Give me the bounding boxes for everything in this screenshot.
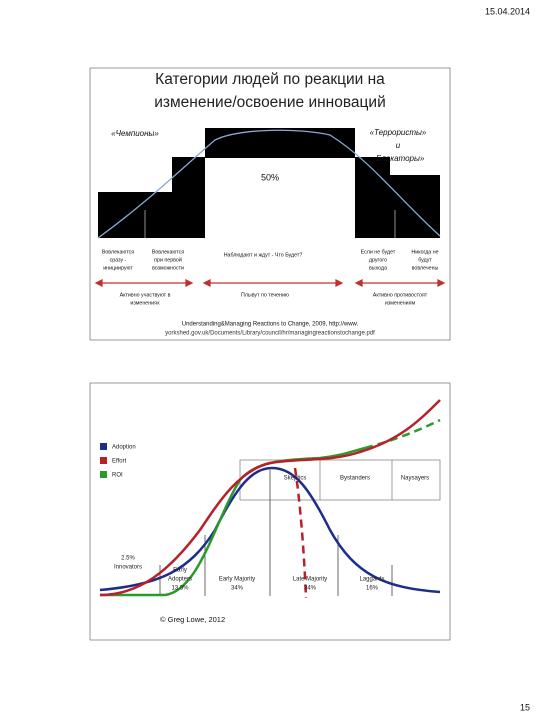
group: при первой: [154, 256, 182, 263]
segment-label: Skeptics: [284, 476, 307, 482]
champions: «Чемпионы»: [111, 129, 159, 138]
phase-label: Late Majority: [293, 577, 327, 583]
page-number: 15: [520, 702, 530, 712]
segment-lines: [159, 459, 441, 596]
terrorists: и: [396, 141, 401, 150]
roi-forecast: [364, 418, 441, 450]
group: инициируют: [103, 265, 133, 271]
source: Understanding&Managing Reactions to Chan…: [182, 322, 359, 328]
adoption-curve: [99, 466, 441, 594]
phase-label: 2.5%: [121, 556, 135, 562]
group: другого: [369, 257, 387, 263]
arrows: [94, 279, 446, 287]
legend-swatch: [100, 471, 107, 478]
role: Активно участвуют в: [120, 292, 171, 298]
group: сразу -: [110, 257, 127, 263]
group: Никогда не: [411, 249, 438, 255]
group: Если не будет: [361, 249, 396, 255]
source: yorkshed.gov.uk/Documents/Library/counci…: [165, 331, 375, 337]
group: вовлечены: [412, 265, 439, 271]
date: 15.04.2014: [485, 6, 530, 16]
center-share: 50%: [261, 172, 279, 182]
legend-swatch: [100, 443, 107, 450]
slide-1: Категории людей по реакции на изменение/…: [89, 67, 451, 341]
phase-label: Early: [173, 568, 187, 574]
role: изменениях: [130, 300, 160, 306]
role: Активно противостоят: [373, 292, 428, 298]
phase-label: 13.5%: [171, 586, 189, 592]
slide-title: изменение/освоение инноваций: [154, 94, 385, 111]
effort-curve: [99, 399, 441, 597]
copyright: © Greg Lowe, 2012: [160, 615, 225, 624]
blocks: [97, 128, 441, 239]
phase-label: 16%: [366, 586, 379, 592]
legend-label: Effort: [112, 459, 127, 465]
group: Вовлекаются: [102, 249, 134, 255]
group: выхода: [369, 265, 387, 271]
phase-label: Early Majority: [219, 577, 255, 583]
group: будут: [418, 257, 432, 263]
slide-title: Категории людей по реакции на: [155, 71, 385, 88]
phase-label: Innovators: [114, 565, 142, 571]
terrorists: «Террористы»: [370, 128, 427, 137]
phase-label: 34%: [231, 586, 244, 592]
phase-label: 34%: [304, 586, 317, 592]
role: Плывут по течению: [241, 292, 289, 298]
effort-drop: [293, 467, 308, 599]
legend-swatch: [100, 457, 107, 464]
terrorists: «Блокаторы»: [372, 154, 425, 163]
group: возможности: [152, 265, 184, 271]
role: изменениям: [385, 300, 416, 306]
legend-label: Adoption: [112, 445, 136, 451]
segment-label: Naysayers: [401, 476, 429, 482]
group: Вовлекаются: [152, 249, 184, 255]
legend-label: ROI: [112, 473, 123, 479]
phase-label: Adopters: [168, 577, 192, 583]
phase-label: Laggards: [359, 577, 384, 583]
slide-2: Adoption Effort ROI Skeptics Bystanders …: [89, 382, 451, 641]
segment-label: Bystanders: [340, 476, 370, 482]
group: Наблюдают и ждут - Что Будет?: [224, 252, 303, 258]
